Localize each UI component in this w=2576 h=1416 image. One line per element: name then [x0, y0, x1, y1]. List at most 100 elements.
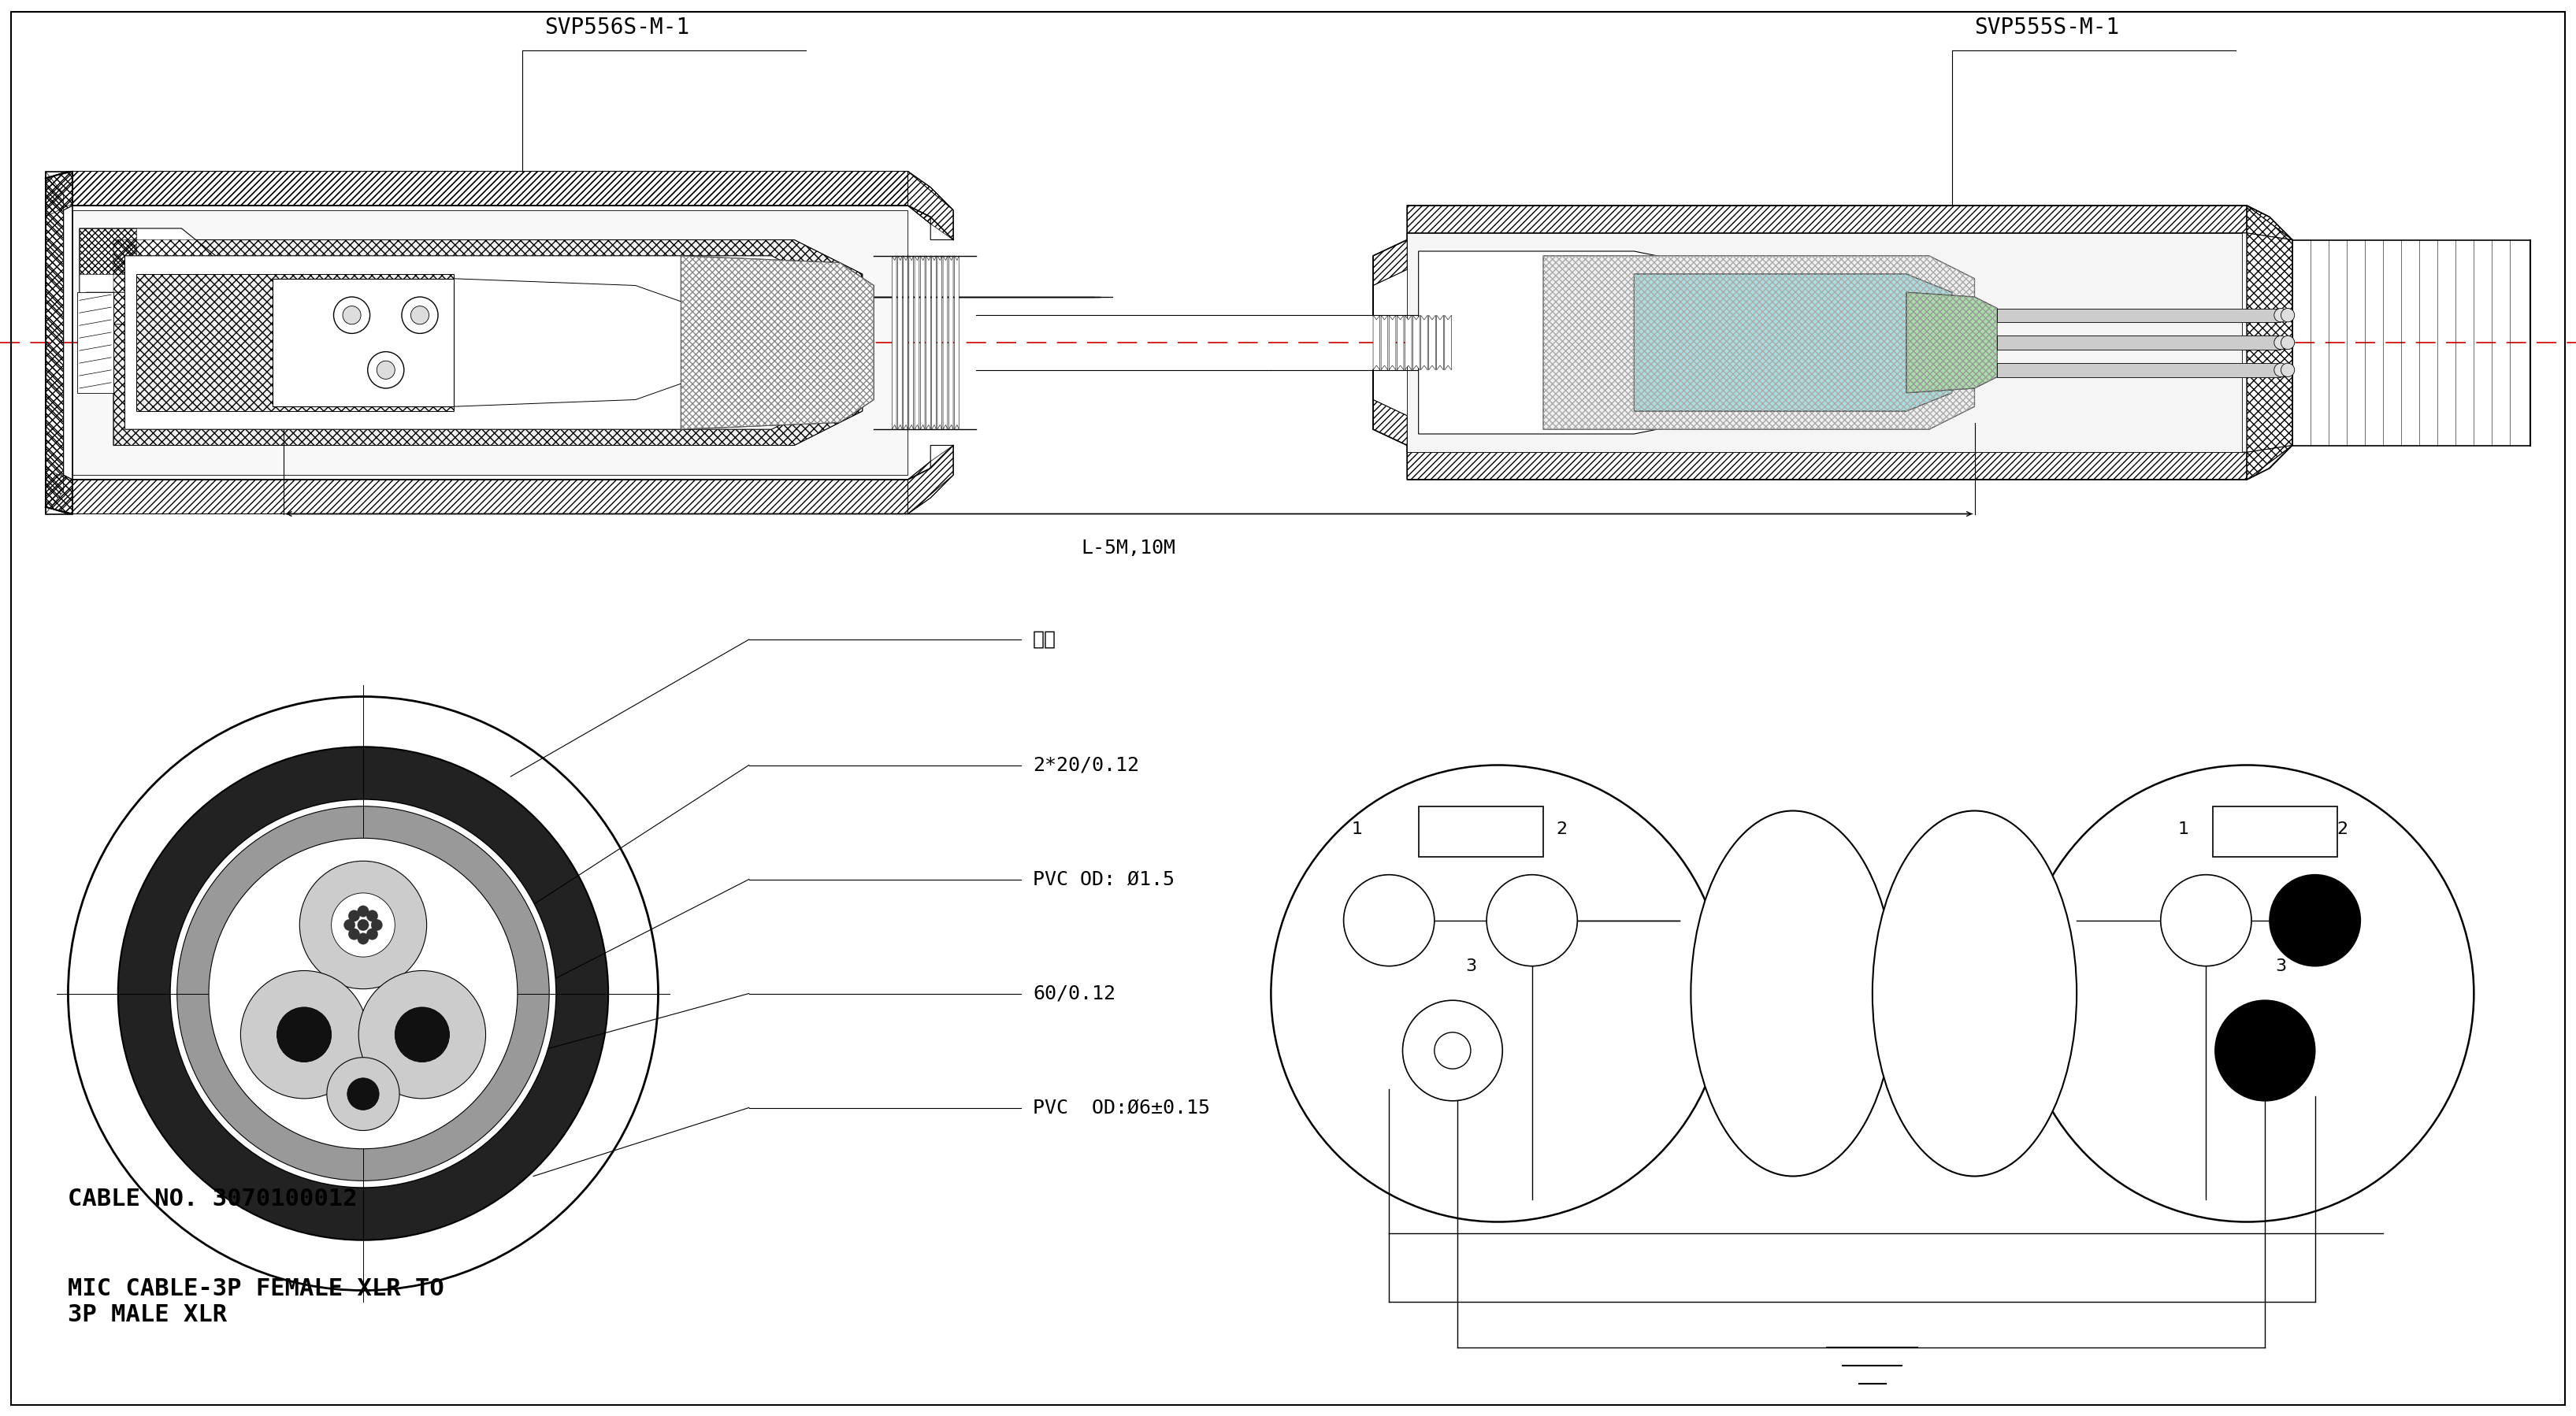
- Polygon shape: [1404, 316, 1412, 370]
- Polygon shape: [1633, 275, 1953, 411]
- Polygon shape: [907, 171, 953, 239]
- Polygon shape: [904, 256, 907, 429]
- Text: CABLE NO. 3070100012: CABLE NO. 3070100012: [67, 1188, 358, 1211]
- Circle shape: [376, 361, 394, 379]
- Circle shape: [402, 297, 438, 333]
- Circle shape: [1486, 875, 1577, 966]
- Circle shape: [410, 306, 430, 324]
- Polygon shape: [85, 292, 137, 324]
- Circle shape: [2280, 336, 2295, 350]
- Circle shape: [332, 893, 394, 957]
- Polygon shape: [124, 256, 829, 429]
- Text: 棉线: 棉线: [1033, 630, 1056, 649]
- Polygon shape: [896, 256, 902, 429]
- Circle shape: [2244, 1029, 2285, 1070]
- Circle shape: [2269, 875, 2360, 966]
- Text: PVC OD: Ø1.5: PVC OD: Ø1.5: [1033, 869, 1175, 889]
- Polygon shape: [909, 256, 914, 429]
- Polygon shape: [1996, 309, 2280, 321]
- Polygon shape: [1445, 316, 1450, 370]
- Polygon shape: [77, 292, 113, 392]
- Text: 3: 3: [1466, 959, 1476, 974]
- Circle shape: [1345, 875, 1435, 966]
- Polygon shape: [1373, 205, 2293, 316]
- Text: 60/0.12: 60/0.12: [1033, 984, 1115, 1003]
- Polygon shape: [1422, 316, 1427, 370]
- Polygon shape: [1396, 316, 1404, 370]
- Circle shape: [276, 1007, 332, 1062]
- Circle shape: [348, 1078, 379, 1110]
- Polygon shape: [680, 256, 873, 429]
- Polygon shape: [46, 171, 72, 514]
- Circle shape: [348, 929, 361, 940]
- Circle shape: [240, 970, 368, 1099]
- Text: PVC  OD:Ø6±0.15: PVC OD:Ø6±0.15: [1033, 1099, 1211, 1117]
- Ellipse shape: [1873, 811, 2076, 1177]
- Circle shape: [368, 351, 404, 388]
- Text: 2: 2: [1556, 821, 1566, 837]
- Circle shape: [2280, 309, 2295, 321]
- Polygon shape: [1996, 336, 2280, 350]
- Polygon shape: [1373, 370, 2293, 480]
- Text: 3: 3: [2275, 959, 2287, 974]
- Ellipse shape: [1690, 811, 1896, 1177]
- Polygon shape: [1430, 316, 1435, 370]
- Polygon shape: [46, 446, 953, 514]
- Circle shape: [394, 1007, 448, 1062]
- Circle shape: [2161, 875, 2251, 966]
- Circle shape: [2280, 362, 2295, 377]
- Polygon shape: [891, 256, 896, 429]
- Circle shape: [343, 306, 361, 324]
- Circle shape: [2275, 309, 2287, 321]
- Polygon shape: [925, 256, 930, 429]
- Polygon shape: [1996, 362, 2280, 377]
- Polygon shape: [920, 256, 925, 429]
- Circle shape: [358, 970, 487, 1099]
- Circle shape: [118, 746, 608, 1240]
- Circle shape: [1270, 765, 1726, 1222]
- Polygon shape: [943, 256, 948, 429]
- Circle shape: [2020, 765, 2473, 1222]
- Circle shape: [371, 919, 381, 930]
- Circle shape: [170, 800, 556, 1188]
- Polygon shape: [938, 256, 943, 429]
- Circle shape: [2275, 336, 2287, 350]
- Polygon shape: [80, 228, 216, 297]
- Polygon shape: [953, 256, 958, 429]
- Circle shape: [2275, 362, 2287, 377]
- Circle shape: [366, 929, 379, 940]
- Bar: [2213, 806, 2336, 857]
- Polygon shape: [113, 239, 863, 446]
- Circle shape: [2215, 1000, 2316, 1100]
- Polygon shape: [1437, 316, 1443, 370]
- Polygon shape: [948, 256, 953, 429]
- Polygon shape: [933, 256, 935, 429]
- Polygon shape: [1388, 316, 1396, 370]
- Text: L-5M,10M: L-5M,10M: [1082, 538, 1175, 558]
- Text: 2: 2: [2336, 821, 2347, 837]
- Circle shape: [366, 910, 379, 922]
- Polygon shape: [914, 256, 920, 429]
- Circle shape: [348, 910, 361, 922]
- Bar: [1419, 806, 1543, 857]
- Circle shape: [343, 919, 355, 930]
- Polygon shape: [137, 275, 453, 411]
- Circle shape: [67, 697, 659, 1290]
- Polygon shape: [2246, 205, 2293, 480]
- Polygon shape: [907, 446, 953, 514]
- Text: MIC CABLE-3P FEMALE XLR TO
3P MALE XLR: MIC CABLE-3P FEMALE XLR TO 3P MALE XLR: [67, 1277, 446, 1327]
- Circle shape: [335, 297, 371, 333]
- Polygon shape: [72, 210, 907, 474]
- Polygon shape: [1412, 316, 1419, 370]
- Circle shape: [299, 861, 428, 988]
- Text: SVP556S-M-1: SVP556S-M-1: [544, 17, 690, 38]
- Polygon shape: [453, 279, 680, 406]
- Polygon shape: [1543, 256, 1976, 429]
- Circle shape: [327, 1058, 399, 1130]
- Polygon shape: [1373, 316, 1381, 370]
- Polygon shape: [273, 279, 453, 406]
- Text: 1: 1: [2177, 821, 2190, 837]
- Text: 2*20/0.12: 2*20/0.12: [1033, 756, 1139, 775]
- Polygon shape: [1406, 234, 2241, 452]
- Polygon shape: [2246, 205, 2293, 480]
